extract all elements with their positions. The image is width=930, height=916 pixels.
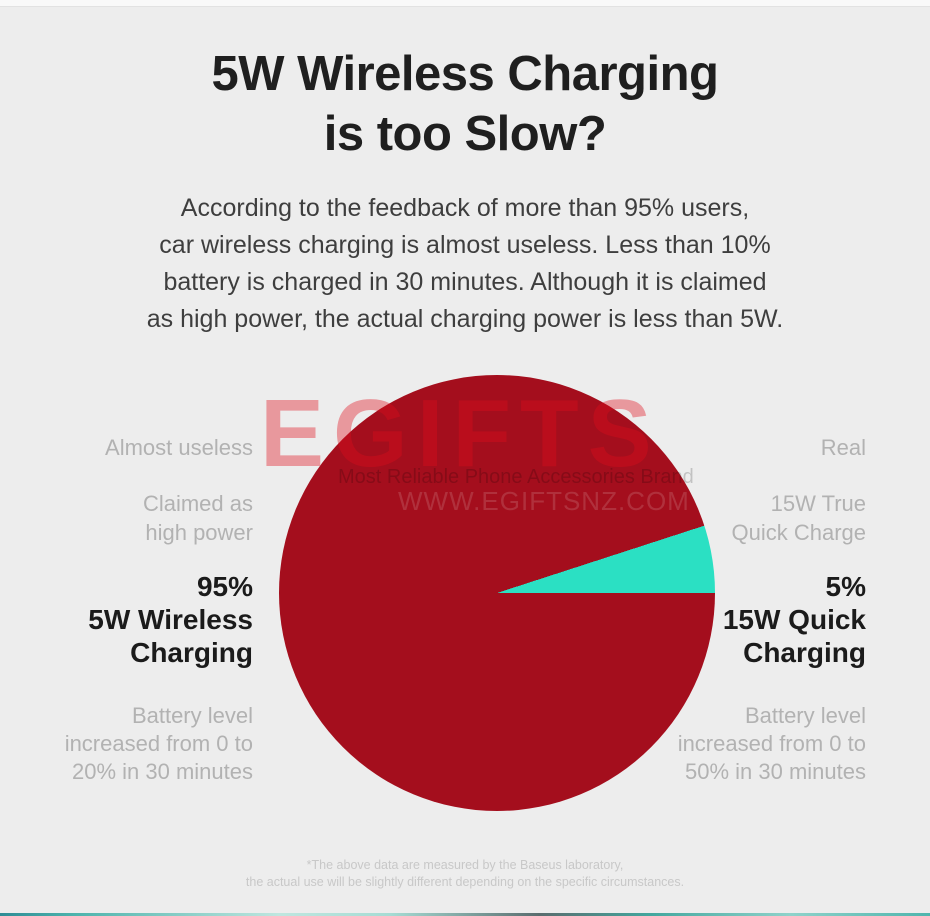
left-slice-name-line1: 5W Wireless (88, 604, 253, 635)
top-edge-strip (0, 0, 930, 7)
bottom-edge-strip (0, 913, 930, 916)
right-battery-line2: increased from 0 to (677, 731, 866, 756)
right-slice-name-line1: 15W Quick (722, 604, 866, 635)
right-slice-percent: 5% (825, 571, 866, 602)
left-battery-line1: Battery level (131, 703, 253, 728)
disclaimer-line1: *The above data are measured by the Base… (306, 858, 624, 872)
right-claim-line2: Quick Charge (731, 520, 866, 545)
intro-line: car wireless charging is almost useless.… (159, 231, 771, 259)
right-claim-label: 15W True Quick Charge (626, 489, 866, 547)
left-battery-line2: increased from 0 to (64, 731, 253, 756)
page-title-line2: is too Slow? (323, 107, 607, 161)
watermark-tagline: Most Reliable Phone Accessories Brand (338, 466, 694, 488)
left-slice-label: 95% 5W Wireless Charging (13, 570, 253, 669)
page-title: 5W Wireless Charging is too Slow? (0, 44, 930, 164)
right-battery-line1: Battery level (744, 703, 866, 728)
disclaimer: *The above data are measured by the Base… (0, 857, 930, 891)
intro-line: as high power, the actual charging power… (146, 305, 784, 333)
left-battery-line3: 20% in 30 minutes (72, 759, 253, 784)
left-claim-line2: high power (145, 520, 253, 545)
left-claim-label: Claimed as high power (13, 489, 253, 547)
left-tag-text: Almost useless (105, 435, 253, 460)
watermark-url: WWW.EGIFTSNZ.COM (398, 486, 690, 516)
right-slice-name-line2: Charging (743, 637, 866, 668)
left-tag-label: Almost useless (13, 433, 253, 462)
right-tag-text: Real (820, 435, 866, 460)
watermark-brand: EGIFTS (260, 380, 661, 487)
left-slice-name-line2: Charging (130, 637, 253, 668)
left-claim-line1: Claimed as (142, 491, 253, 516)
right-claim-line1: 15W True (770, 491, 866, 516)
right-slice-label: 5% 15W Quick Charging (626, 570, 866, 669)
disclaimer-line2: the actual use will be slightly differen… (245, 875, 685, 889)
right-tag-label: Real (626, 433, 866, 462)
right-battery-note: Battery level increased from 0 to 50% in… (626, 702, 866, 786)
right-battery-line3: 50% in 30 minutes (685, 759, 866, 784)
pie-chart (279, 375, 715, 811)
left-slice-percent: 95% (196, 571, 253, 602)
intro-paragraph: According to the feedback of more than 9… (0, 190, 930, 338)
intro-line: According to the feedback of more than 9… (180, 194, 750, 222)
left-battery-note: Battery level increased from 0 to 20% in… (13, 702, 253, 786)
page-title-line1: 5W Wireless Charging (211, 47, 719, 101)
intro-line: battery is charged in 30 minutes. Althou… (163, 268, 767, 296)
